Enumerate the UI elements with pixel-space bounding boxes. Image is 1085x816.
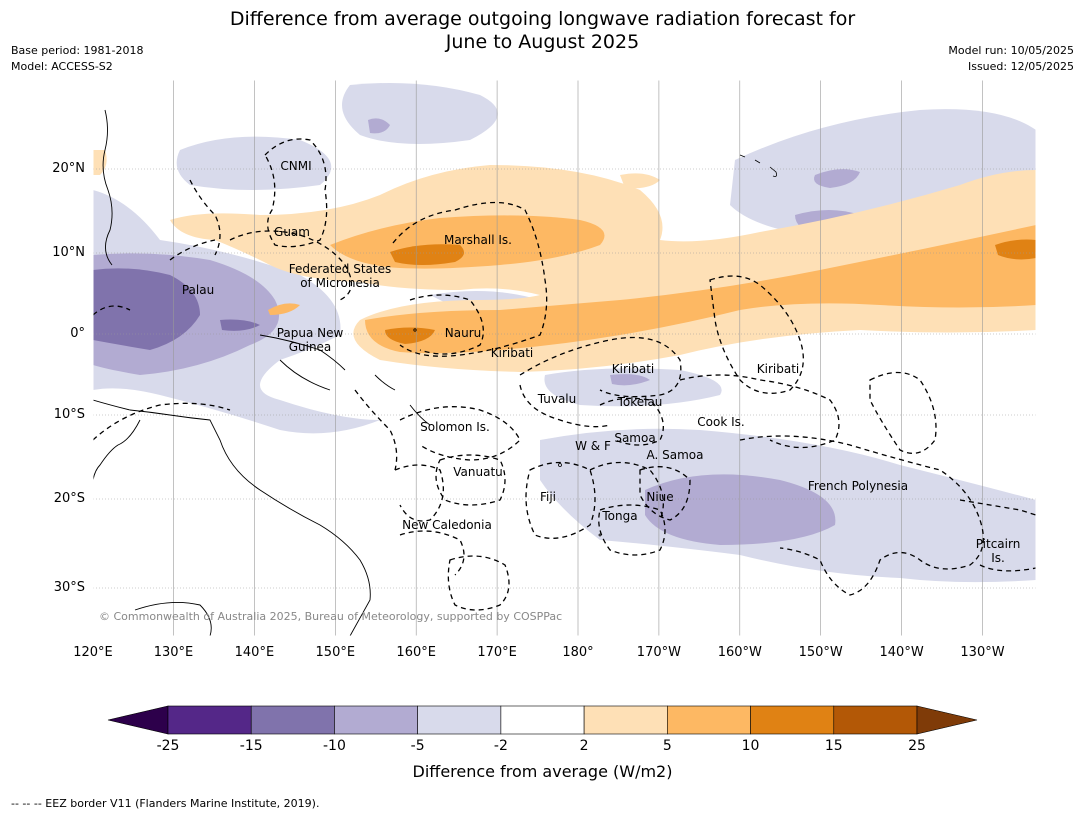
colorbar-tick-label: 15 [824, 738, 843, 754]
colorbar-tick-label: -10 [323, 738, 346, 754]
x-tick-label: 160°E [396, 645, 436, 660]
meta-left: Base period: 1981-2018 Model: ACCESS-S2 [11, 43, 143, 75]
colorbar-tick-label: 10 [741, 738, 760, 754]
coastlines [93, 109, 431, 636]
y-tick-label: 10°N [52, 245, 85, 260]
small-islands [413, 154, 777, 537]
base-period: Base period: 1981-2018 [11, 44, 144, 57]
label-png: Papua New Guinea [277, 326, 344, 354]
label-pitcairn: Pitcairn Is. [976, 537, 1021, 565]
colorbar-label: Difference from average (W/m2) [412, 762, 673, 781]
colorbar-tick-label: -5 [410, 738, 425, 754]
label-cnmi: CNMI [280, 159, 312, 173]
title-line-2: June to August 2025 [445, 31, 640, 53]
colorbar-tick-label: 2 [579, 738, 589, 754]
graticule [93, 80, 1036, 636]
label-tonga: Tonga [602, 509, 638, 523]
issued-date: Issued: 12/05/2025 [967, 60, 1074, 73]
eez-footnote: -- -- -- EEZ border V11 (Flanders Marine… [11, 797, 320, 810]
copyright-note: © Commonwealth of Australia 2025, Bureau… [99, 610, 563, 623]
x-tick-label: 120°E [73, 645, 113, 660]
colorbar-swatch [250, 705, 335, 735]
label-png-line2: Guinea [288, 340, 332, 354]
y-tick-label: 0° [70, 326, 85, 341]
chart-title: Difference from average outgoing longwav… [0, 8, 1085, 54]
model-name: Model: ACCESS-S2 [11, 60, 113, 73]
colorbar-swatch [417, 705, 502, 735]
x-tick-label: 170°E [477, 645, 517, 660]
label-wallis-futuna: W & F [575, 439, 611, 453]
label-png-line1: Papua New [276, 326, 344, 340]
label-tuvalu: Tuvalu [537, 392, 577, 406]
anomaly-strong-positive [385, 239, 1036, 344]
x-tick-label: 130°E [153, 645, 194, 660]
label-palau: Palau [181, 283, 215, 297]
label-nauru: Nauru [444, 326, 482, 340]
label-tokelau: Tokelau [617, 395, 663, 409]
y-tick-label: 20°S [53, 491, 85, 506]
label-new-caledonia: New Caledonia [402, 518, 492, 532]
colorbar-extend-low [107, 705, 169, 735]
colorbar-swatch [334, 705, 418, 735]
x-tick-label: 160°W [717, 645, 762, 660]
label-kiribati-west: Kiribati [490, 346, 534, 360]
label-french-polynesia: French Polynesia [807, 479, 909, 493]
label-guam: Guam [274, 225, 310, 239]
label-fsm-line1: Federated States [288, 262, 392, 276]
label-cook: Cook Is. [697, 415, 745, 429]
label-kiribati-east: Kiribati [756, 362, 800, 376]
label-samoa: Samoa [614, 431, 656, 445]
colorbar [107, 705, 978, 735]
y-tick-label: 20°N [52, 161, 85, 176]
colorbar-tick-label: 25 [908, 738, 926, 754]
colorbar-extend-high [916, 705, 978, 735]
label-pitcairn-line1: Pitcairn [975, 537, 1021, 551]
title-line-1: Difference from average outgoing longwav… [229, 8, 856, 30]
x-tick-label: 150°W [798, 645, 843, 660]
colorbar-swatch [833, 705, 918, 735]
model-run: Model run: 10/05/2025 [948, 44, 1074, 57]
label-solomon: Solomon Is. [420, 420, 490, 434]
x-tick-label: 150°E [315, 645, 356, 660]
label-vanuatu: Vanuatu [453, 465, 503, 479]
eez-borders [93, 138, 1036, 611]
label-marshall: Marshall Is. [444, 233, 512, 247]
colorbar-swatch [583, 705, 668, 735]
y-tick-label: 10°S [53, 407, 85, 422]
colorbar-tick-label: -25 [156, 738, 180, 754]
map-field [93, 80, 1036, 636]
x-tick-label: 130°W [960, 645, 1005, 660]
label-american-samoa: A. Samoa [646, 448, 704, 462]
label-niue: Niue [646, 490, 674, 504]
colorbar-tick-label: -2 [493, 738, 508, 754]
label-fsm-line2: of Micronesia [300, 276, 380, 290]
label-kiribati-central: Kiribati [611, 362, 655, 376]
colorbar-swatch [667, 705, 751, 735]
label-pitcairn-line2: Is. [991, 551, 1005, 565]
x-tick-label: 170°W [636, 645, 681, 660]
label-fiji: Fiji [539, 490, 557, 504]
colorbar-swatch [500, 705, 585, 735]
colorbar-tick-label: -15 [239, 738, 263, 754]
x-tick-label: 140°E [234, 645, 275, 660]
colorbar-swatch [167, 705, 252, 735]
colorbar-tick-label: 5 [662, 738, 672, 754]
meta-right: Model run: 10/05/2025 Issued: 12/05/2025 [948, 43, 1074, 75]
label-fsm: Federated States of Micronesia [289, 262, 391, 290]
colorbar-swatch [750, 705, 835, 735]
x-tick-label: 140°W [879, 645, 924, 660]
y-tick-label: 30°S [53, 580, 85, 595]
x-tick-label: 180° [562, 645, 594, 660]
